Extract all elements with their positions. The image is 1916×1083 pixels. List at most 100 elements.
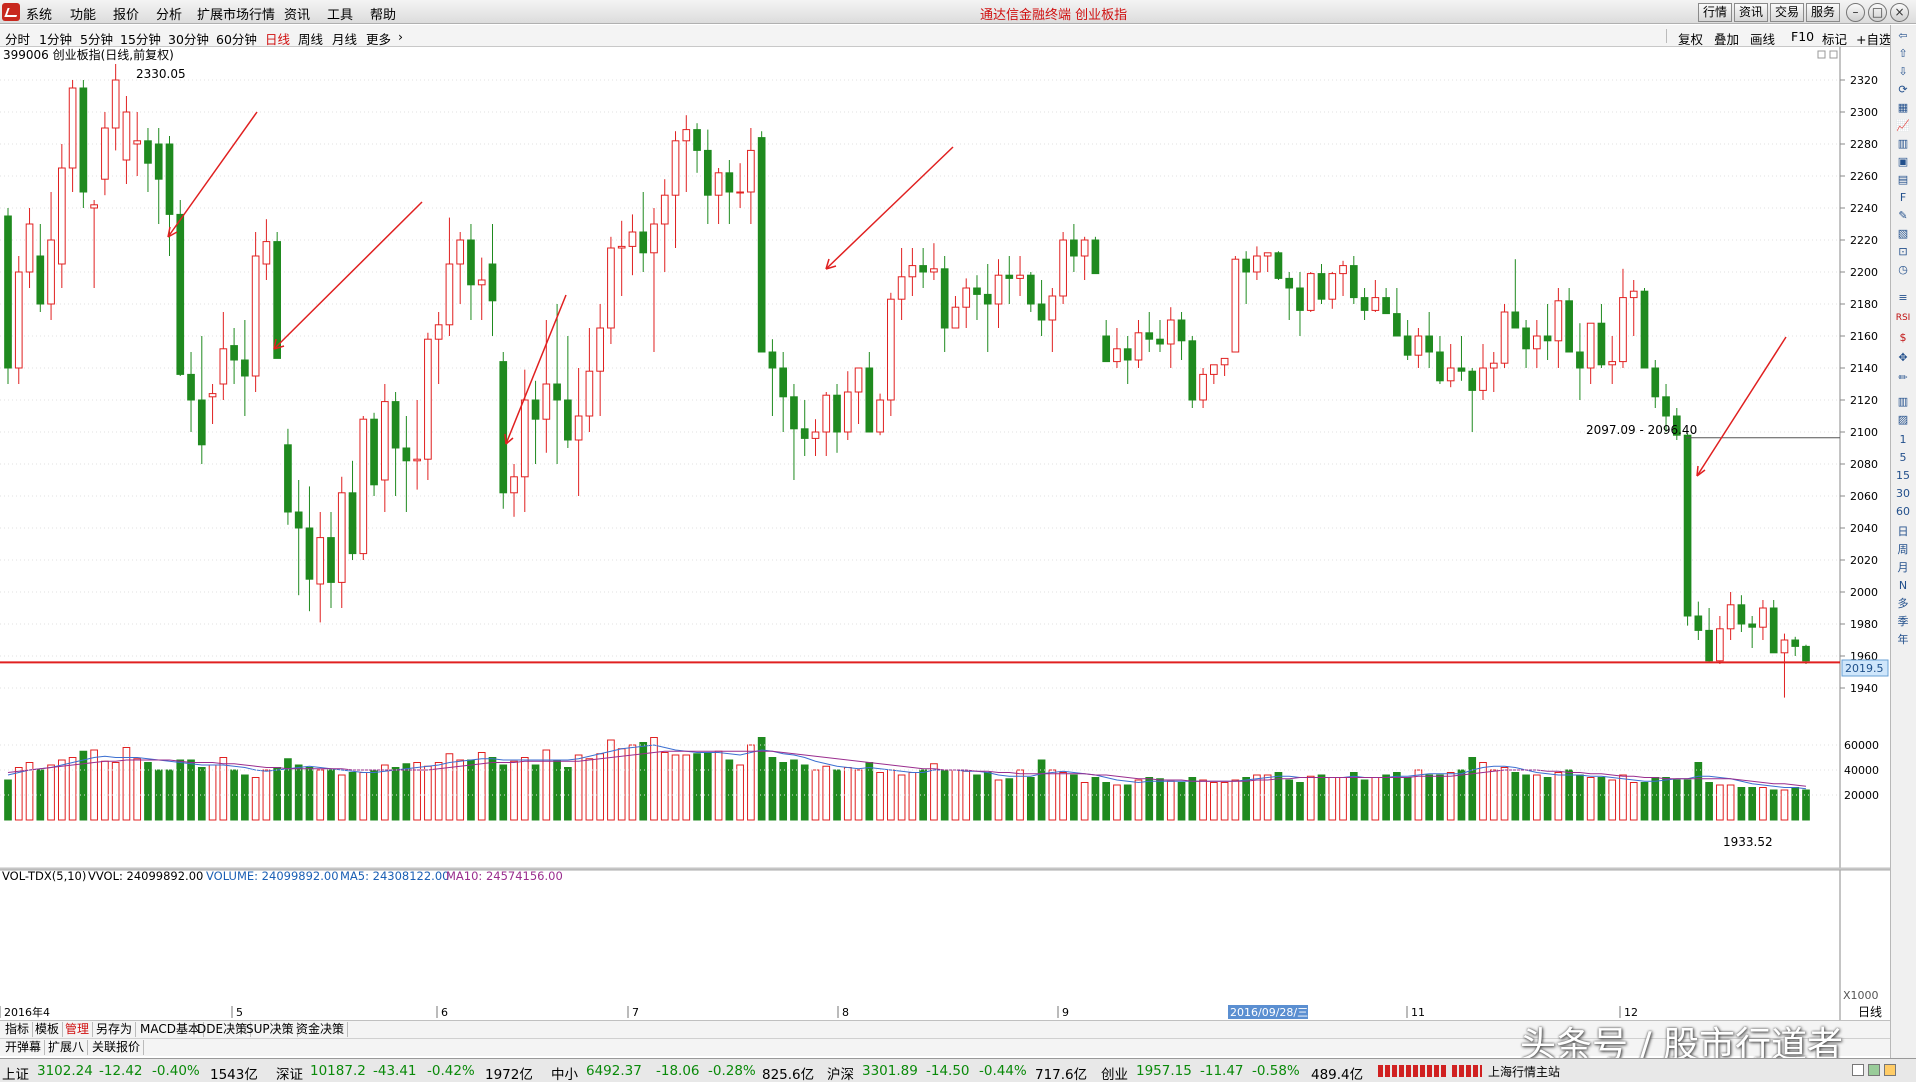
mark-button[interactable]: 标记: [1822, 32, 1848, 47]
alert-icon[interactable]: [1884, 1064, 1896, 1076]
window-icon[interactable]: ▣: [1897, 155, 1909, 168]
news-button[interactable]: 资讯: [1734, 3, 1769, 22]
cy-percent: -0.58%: [1252, 1063, 1300, 1079]
grid-icon[interactable]: ▦: [1897, 101, 1909, 114]
arrow-left-icon[interactable]: ⇦: [1898, 29, 1908, 42]
volume-bar: [1457, 769, 1466, 821]
period-more[interactable]: 更多: [366, 32, 392, 47]
menu-help[interactable]: 帮助: [370, 8, 397, 23]
sh-name[interactable]: 上证: [2, 1067, 29, 1083]
tab-extend-8[interactable]: 扩展八: [45, 1040, 89, 1055]
f10-icon[interactable]: F: [1899, 191, 1907, 204]
period-day-button[interactable]: 日: [1897, 525, 1909, 538]
period-week-button[interactable]: 周: [1897, 543, 1909, 556]
pencil-icon[interactable]: ✏: [1898, 371, 1908, 384]
service-button[interactable]: 服务: [1806, 3, 1841, 22]
add-watchlist-button[interactable]: +自选: [1856, 32, 1892, 47]
candle-body: [144, 140, 152, 164]
menu-analysis[interactable]: 分析: [156, 8, 183, 23]
cy-name[interactable]: 创业: [1101, 1067, 1128, 1083]
f10-button[interactable]: F10: [1791, 29, 1815, 44]
period-60min[interactable]: 60分钟: [216, 32, 257, 47]
image-icon[interactable]: ▨: [1897, 413, 1909, 426]
document-icon[interactable]: ▤: [1897, 173, 1909, 186]
tab-fund[interactable]: 资金决策: [293, 1022, 349, 1037]
lock-icon[interactable]: [1852, 1064, 1864, 1076]
tab-dde[interactable]: DDE决策: [194, 1022, 252, 1037]
tab-manage[interactable]: 管理: [62, 1022, 94, 1037]
menu-system[interactable]: 系统: [26, 8, 53, 23]
tab-sup[interactable]: SUP决策: [243, 1022, 298, 1037]
menu-function[interactable]: 功能: [70, 8, 97, 23]
period-1-button[interactable]: 1: [1899, 433, 1907, 446]
hs-name[interactable]: 沪深: [827, 1067, 854, 1083]
draw-button[interactable]: 画线: [1750, 32, 1776, 47]
refresh-icon[interactable]: ⟳: [1898, 83, 1908, 96]
zx-name[interactable]: 中小: [551, 1067, 578, 1083]
period-multi-button[interactable]: 多: [1897, 597, 1909, 610]
note-icon[interactable]: ✎: [1898, 209, 1908, 222]
calendar-icon[interactable]: ▧: [1897, 227, 1909, 240]
candle-body: [768, 351, 777, 369]
menu-extended-market[interactable]: 扩展市场行情: [197, 8, 276, 23]
fs-icon[interactable]: ▥: [1897, 395, 1909, 408]
hs-percent: -0.44%: [979, 1063, 1027, 1079]
maximize-chart-icon[interactable]: [1817, 50, 1826, 59]
tab-template[interactable]: 模板: [32, 1022, 64, 1037]
period-15-button[interactable]: 15: [1896, 469, 1910, 482]
period-daily[interactable]: 日线: [265, 32, 291, 47]
tab-danmaku[interactable]: 开弹幕: [2, 1040, 46, 1055]
restore-icon[interactable]: □: [1868, 3, 1887, 22]
period-weekly[interactable]: 周线: [298, 32, 324, 47]
arrow-down-icon[interactable]: ⇩: [1898, 65, 1908, 78]
period-quarter-button[interactable]: 季: [1897, 615, 1909, 628]
tab-macd[interactable]: MACD基本: [137, 1022, 204, 1037]
volume-ma5-line: [7, 744, 1807, 790]
volume-legend-ma10: MA10: 24574156.00: [446, 869, 563, 883]
adjust-button[interactable]: 复权: [1678, 32, 1704, 47]
period-60-button[interactable]: 60: [1896, 505, 1910, 518]
overlay-button[interactable]: 叠加: [1714, 32, 1740, 47]
zoom-icon[interactable]: ⊡: [1898, 245, 1908, 258]
menu-quotes[interactable]: 报价: [113, 8, 140, 23]
tab-save-as[interactable]: 另存为: [93, 1022, 137, 1037]
rsi-label[interactable]: RSI: [1895, 313, 1911, 323]
period-30min[interactable]: 30分钟: [168, 32, 209, 47]
kline-chart[interactable]: 2320 2300 2280 2260 2240 2220 2200 2180 2160 2140…: [0, 47, 1890, 1020]
bar-chart-icon[interactable]: ▥: [1897, 137, 1909, 150]
quote-button[interactable]: 行情: [1698, 3, 1733, 22]
volume-bar: [919, 769, 927, 821]
dollar-icon[interactable]: $: [1899, 331, 1907, 344]
move-icon[interactable]: ✥: [1898, 351, 1908, 364]
period-5min[interactable]: 5分钟: [80, 32, 113, 47]
period-monthly[interactable]: 月线: [332, 32, 358, 47]
app-logo-icon[interactable]: [2, 3, 20, 21]
trade-button[interactable]: 交易: [1770, 3, 1805, 22]
restore-chart-icon[interactable]: [1829, 50, 1838, 59]
period-15min[interactable]: 15分钟: [120, 32, 161, 47]
period-1min[interactable]: 1分钟: [39, 32, 72, 47]
period-n-button[interactable]: N: [1898, 579, 1908, 592]
line-chart-icon[interactable]: 📈: [1896, 119, 1910, 132]
clock-icon[interactable]: ◷: [1898, 263, 1908, 276]
period-year-button[interactable]: 年: [1897, 633, 1909, 646]
price-tick-label: 2100: [1850, 426, 1878, 439]
menu-news[interactable]: 资讯: [284, 8, 311, 23]
chevron-right-icon[interactable]: ›: [398, 29, 403, 44]
tab-related-quotes[interactable]: 关联报价: [89, 1040, 145, 1055]
list-icon[interactable]: ≡: [1898, 291, 1908, 304]
sz-name[interactable]: 深证: [276, 1067, 303, 1083]
minimize-icon[interactable]: –: [1846, 3, 1865, 22]
connection-icon[interactable]: [1868, 1064, 1880, 1076]
menu-tools[interactable]: 工具: [327, 8, 354, 23]
candle-body: [165, 143, 174, 215]
period-5-button[interactable]: 5: [1899, 451, 1907, 464]
period-intraday[interactable]: 分时: [5, 32, 31, 47]
close-icon[interactable]: ×: [1890, 3, 1909, 22]
candle-body: [1285, 277, 1294, 289]
server-station[interactable]: 上海行情主站: [1488, 1065, 1561, 1079]
arrow-up-icon[interactable]: ⇧: [1898, 47, 1908, 60]
period-30-button[interactable]: 30: [1896, 487, 1910, 500]
period-month-button[interactable]: 月: [1897, 561, 1909, 574]
tab-indicator[interactable]: 指标: [2, 1022, 34, 1037]
